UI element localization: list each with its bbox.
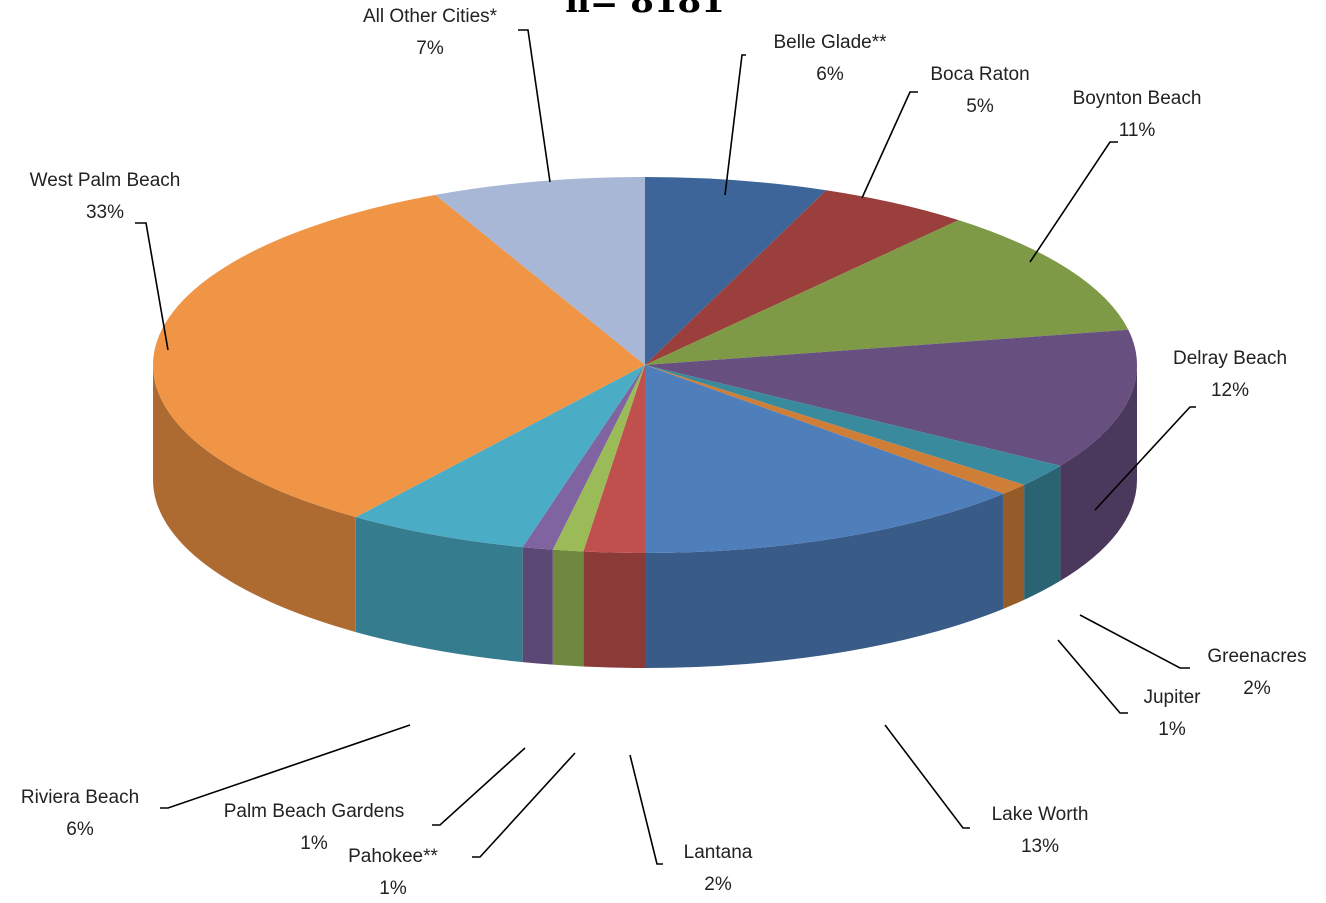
slice-label: Boca Raton [930, 64, 1029, 85]
leader-line [884, 724, 970, 829]
slice-side [1003, 484, 1025, 609]
slice-side [645, 493, 1004, 668]
slice-side [1024, 465, 1061, 600]
slice-side [355, 517, 523, 663]
slice [435, 177, 645, 365]
slice-percent: 6% [66, 819, 94, 840]
slice-label: Palm Beach Gardens [224, 801, 405, 822]
slice-labels: Belle Glade** 6% Boca Raton 5% Boynton Beach… [21, 6, 1307, 899]
leader-line [432, 747, 526, 826]
slice [645, 177, 827, 365]
pie-top [152, 177, 1138, 553]
slice-percent: 13% [1021, 836, 1059, 857]
slice-label: Boynton Beach [1073, 88, 1202, 109]
slice-side [153, 365, 356, 633]
slice-label: Jupiter [1143, 687, 1201, 708]
leader-line [861, 91, 918, 199]
leader-line [472, 752, 576, 858]
slice [152, 194, 645, 518]
leader-line [724, 54, 746, 196]
leader-line [160, 724, 411, 809]
slice-percent: 7% [416, 38, 444, 59]
leader-line [135, 222, 169, 351]
leader-lines [135, 29, 1196, 865]
slice-percent: 1% [1158, 719, 1186, 740]
slice [645, 220, 1129, 365]
slice-percent: 6% [816, 64, 844, 85]
slice-percent: 1% [379, 878, 407, 899]
leader-line [1094, 406, 1196, 511]
leader-line [1029, 141, 1118, 263]
slice-percent: 33% [86, 202, 124, 223]
slice-side [552, 549, 584, 667]
slice-label: Lantana [684, 842, 753, 863]
slice-percent: 12% [1211, 380, 1249, 401]
chart-title: n= 8181 [565, 0, 725, 21]
leader-line [518, 29, 551, 183]
slice [645, 365, 1004, 553]
slice-label: Greenacres [1207, 646, 1306, 667]
slice [645, 365, 1025, 494]
leader-line [1057, 639, 1128, 714]
slice-label: Pahokee** [348, 846, 438, 867]
slice [645, 329, 1138, 466]
slice-label: West Palm Beach [30, 170, 181, 191]
leader-line [1079, 614, 1190, 669]
slice-percent: 2% [1243, 678, 1271, 699]
slice-side [522, 547, 553, 665]
slice-label: Riviera Beach [21, 787, 139, 808]
slice-side [583, 551, 645, 668]
slice-percent: 5% [966, 96, 994, 117]
slice-percent: 11% [1119, 120, 1156, 141]
slice-percent: 1% [300, 833, 328, 854]
slice [522, 365, 645, 550]
slice-label: Lake Worth [992, 804, 1089, 825]
slice-label: Belle Glade** [773, 32, 887, 53]
slice [645, 190, 959, 365]
slice [645, 365, 1061, 485]
slice-label: All Other Cities* [363, 6, 498, 27]
slice [583, 365, 645, 553]
slice [552, 365, 645, 552]
pie-sides [153, 365, 1137, 668]
leader-line [629, 754, 663, 865]
slice-percent: 2% [704, 874, 732, 895]
slice-side [1060, 365, 1137, 581]
slice-label: Delray Beach [1173, 348, 1287, 369]
slice [355, 365, 645, 548]
